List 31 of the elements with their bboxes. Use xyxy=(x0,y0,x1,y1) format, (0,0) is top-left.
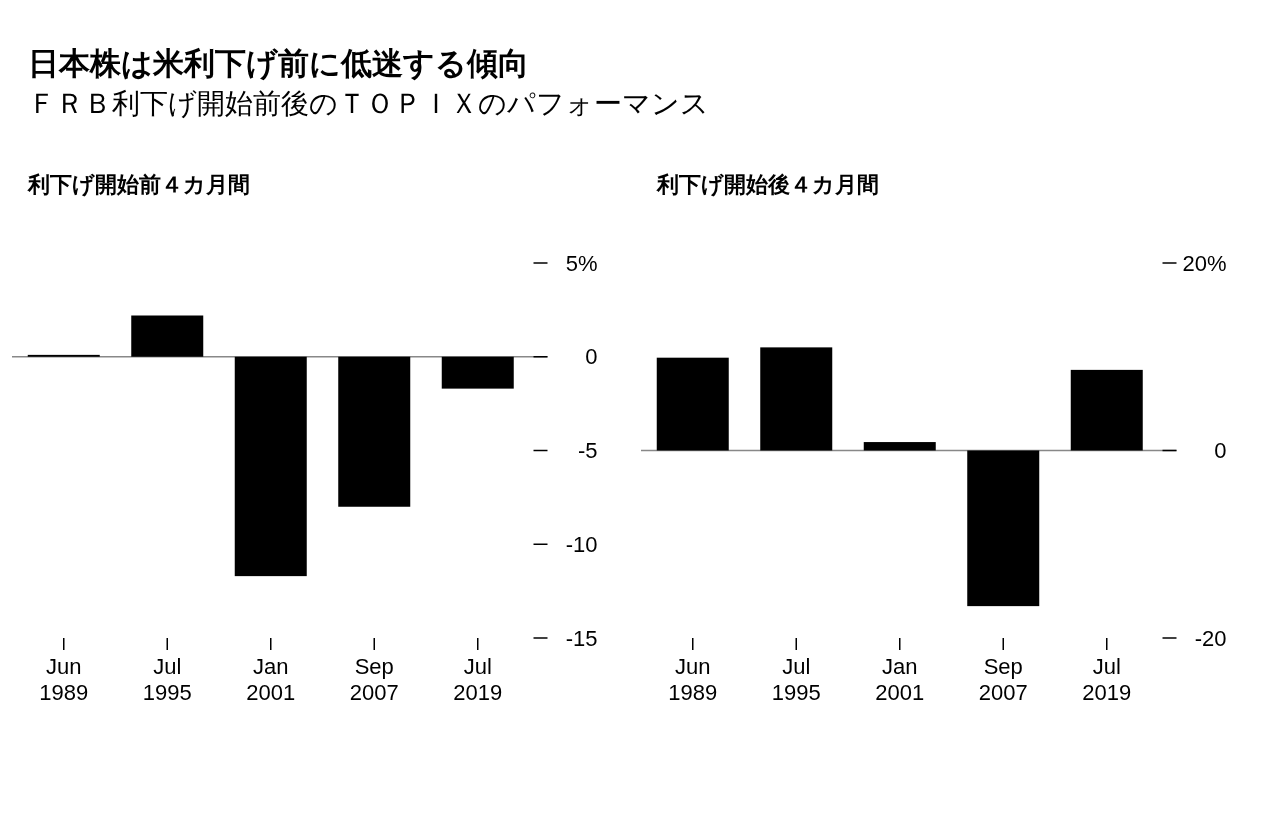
chart-title: 利下げ開始前４カ月間 xyxy=(27,172,250,197)
bar xyxy=(338,356,411,507)
x-tick-label: Jun 1989 xyxy=(39,654,89,705)
bar xyxy=(656,357,729,451)
y-tick-label: 0 xyxy=(1214,438,1227,463)
y-tick-label: -20 xyxy=(1194,625,1227,651)
bar xyxy=(863,442,936,451)
x-tick-label: Sep 2007 xyxy=(978,654,1028,705)
bar xyxy=(234,356,307,577)
bar xyxy=(760,347,833,451)
x-tick-label: Sep 2007 xyxy=(349,654,399,705)
y-tick-label: -15 xyxy=(565,625,598,651)
y-tick-label: -5 xyxy=(577,438,598,463)
bar xyxy=(441,356,514,389)
x-tick-label: Jul 2019 xyxy=(453,654,503,705)
y-tick-label: 5% xyxy=(565,250,598,276)
x-tick-label: Jun 1989 xyxy=(668,654,718,705)
text: 日本株は米利下げ前に低迷する傾向 xyxy=(28,46,529,81)
x-tick-label: Jan 2001 xyxy=(875,654,925,705)
x-tick-label: Jan 2001 xyxy=(246,654,296,705)
x-tick-label: Jul 1995 xyxy=(771,654,821,705)
chart-title: 利下げ開始後４カ月間 xyxy=(656,172,879,197)
x-tick-label: Jul 1995 xyxy=(142,654,192,705)
y-tick-label: 20% xyxy=(1182,250,1227,276)
bar xyxy=(1070,369,1143,451)
y-tick-label: -10 xyxy=(565,531,598,557)
bar xyxy=(131,315,204,357)
bar xyxy=(967,450,1040,607)
x-tick-label: Jul 2019 xyxy=(1082,654,1132,705)
text: ＦＲＢ利下げ開始前後のＴＯＰＩＸのパフォーマンス xyxy=(28,88,709,119)
y-tick-label: 0 xyxy=(585,344,598,370)
